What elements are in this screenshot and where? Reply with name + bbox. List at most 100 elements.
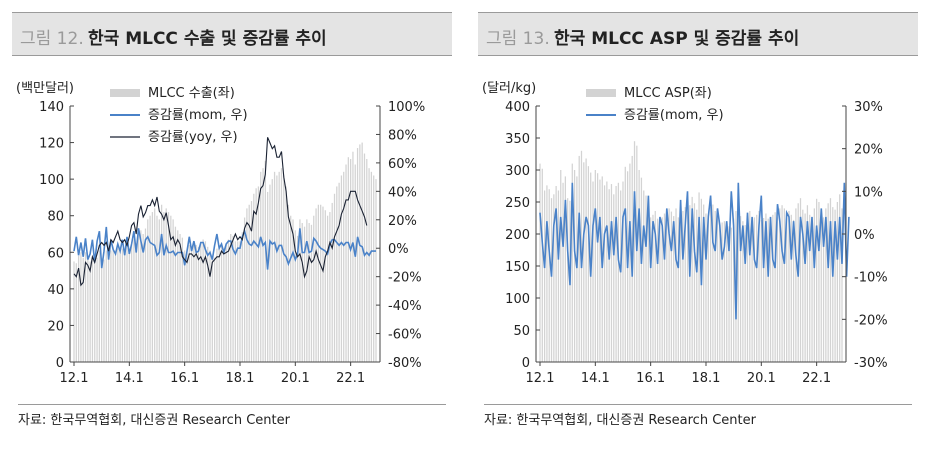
bar — [202, 239, 204, 362]
bar — [548, 189, 550, 362]
x-tick-label: 20.1 — [747, 371, 776, 386]
bar — [227, 239, 230, 362]
y2-tick-label: -60% — [388, 328, 422, 343]
bar — [675, 208, 677, 362]
bar — [366, 159, 368, 362]
bar — [613, 194, 615, 362]
bar — [638, 170, 640, 362]
bar — [756, 214, 758, 362]
bar — [560, 170, 562, 362]
y-tick-label: 40 — [47, 283, 64, 298]
bar — [553, 194, 555, 362]
bar — [594, 170, 596, 362]
bar — [103, 259, 105, 362]
bar — [677, 217, 679, 362]
bar — [137, 232, 140, 362]
chart-export-svg: (백만달러) 0 20 40 60 80 100 120 140 -80% -60% -40% -20%… — [16, 81, 425, 386]
bar — [343, 171, 345, 362]
bar — [356, 148, 359, 362]
bar — [320, 204, 322, 362]
bar — [792, 219, 795, 362]
bar — [326, 215, 329, 362]
figure-number: 그림 12. — [20, 29, 84, 49]
y2-tick-label: 0% — [388, 242, 409, 257]
y-tick-label: 350 — [505, 132, 530, 147]
bar — [822, 217, 825, 362]
bar — [163, 212, 165, 362]
bar — [177, 230, 179, 362]
y2-tick-label: -30% — [854, 356, 888, 371]
bar — [707, 214, 709, 362]
bar — [783, 208, 785, 362]
bar — [82, 257, 84, 362]
bar — [313, 215, 315, 362]
bar — [652, 214, 654, 362]
bar — [839, 194, 841, 362]
bar — [587, 166, 590, 362]
bar — [746, 218, 749, 362]
bar — [73, 261, 75, 362]
bar — [737, 213, 739, 362]
bar — [133, 239, 135, 362]
bar — [105, 250, 107, 362]
bar — [340, 175, 343, 362]
y2-tick-label: -40% — [388, 299, 422, 314]
bar — [673, 216, 675, 362]
bar — [359, 144, 361, 362]
source-note: 자료: 한국무역협회, 대신증권 Research Center — [18, 404, 446, 428]
bar — [124, 252, 126, 362]
bar — [121, 248, 124, 362]
bar — [112, 248, 114, 362]
bar — [645, 195, 647, 362]
x-tick-label: 16.1 — [636, 371, 665, 386]
bar — [733, 218, 735, 362]
bar — [781, 205, 783, 362]
bar — [140, 230, 142, 362]
bar — [292, 219, 294, 362]
bar — [790, 214, 792, 362]
bar — [147, 219, 149, 362]
bar — [666, 214, 668, 362]
bar — [562, 182, 564, 362]
bar — [156, 215, 158, 362]
bar — [158, 219, 160, 362]
bar — [237, 241, 239, 362]
legend-swatch-bar — [586, 89, 616, 97]
bar — [597, 173, 599, 362]
bar — [802, 209, 804, 362]
bar — [762, 218, 765, 362]
bar — [693, 203, 696, 362]
bar — [622, 181, 624, 362]
y2-tick-label: -80% — [388, 356, 422, 371]
bar — [160, 204, 163, 362]
y2-tick-label: -20% — [388, 271, 422, 286]
bar — [726, 230, 728, 362]
bar — [216, 248, 218, 362]
bar — [829, 198, 832, 362]
bar — [220, 244, 223, 362]
bar — [98, 250, 100, 362]
bar — [567, 198, 569, 362]
bar — [585, 158, 587, 362]
bar — [739, 216, 742, 362]
y2-tick-label: -10% — [854, 271, 888, 286]
y2-tick-label: 100% — [388, 100, 425, 115]
bar — [753, 217, 756, 362]
bar — [350, 159, 352, 362]
chart-panel-asp: 그림 13. 한국 MLCC ASP 및 증감률 추이 (달러/kg) 0 50 10… — [478, 12, 918, 432]
bar — [329, 212, 331, 362]
x-tick-label: 18.1 — [692, 371, 721, 386]
bar — [716, 217, 719, 362]
series-line-mom — [73, 226, 376, 270]
bar — [361, 142, 363, 362]
bar — [287, 204, 290, 362]
y-axis-unit-label: (달러/kg) — [482, 81, 536, 96]
bar — [273, 171, 276, 362]
bar — [663, 213, 666, 362]
bar — [347, 157, 349, 362]
y2-tick-label: 20% — [388, 214, 417, 229]
bar — [601, 176, 603, 362]
bar — [744, 225, 746, 362]
bar — [578, 155, 580, 362]
bar — [190, 246, 193, 362]
